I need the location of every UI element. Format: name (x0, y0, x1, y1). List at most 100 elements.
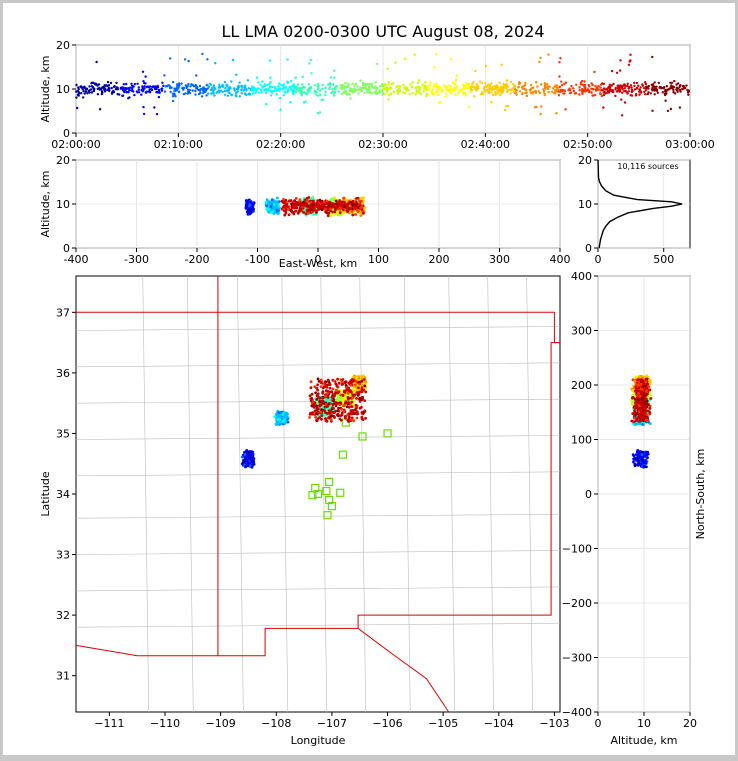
time-height-source-point (249, 93, 251, 95)
time-height-source-point (232, 59, 234, 61)
east-west-source-point (288, 213, 291, 216)
time-height-source-point (465, 82, 467, 84)
map-source-point (337, 407, 340, 410)
time-height-source-point (206, 58, 208, 60)
time-height-source-point (286, 81, 288, 83)
map-source-point (277, 411, 280, 414)
map-source-point (338, 382, 341, 385)
time-height-source-point (573, 90, 575, 92)
histogram-xtick-label: 0 (595, 253, 602, 266)
time-height-source-point (504, 109, 506, 111)
time-height-source-point (131, 89, 133, 91)
time-height-source-point (560, 81, 562, 83)
time-height-source-point (462, 88, 464, 90)
map-source-point (322, 387, 325, 390)
time-height-source-point (450, 58, 452, 60)
time-height-source-point (333, 77, 335, 79)
time-height-source-point (308, 62, 310, 64)
time-height-source-point (492, 94, 494, 96)
time-height-source-point (97, 93, 99, 95)
map-source-point (310, 380, 313, 383)
time-height-source-point (149, 88, 151, 90)
time-height-source-point (469, 91, 471, 93)
map-source-point (282, 416, 285, 419)
time-height-source-point (209, 83, 211, 85)
time-height-source-point (317, 83, 319, 85)
time-height-source-point (664, 93, 666, 95)
time-height-source-point (559, 86, 561, 88)
east-west-source-point (338, 201, 341, 204)
time-height-source-point (276, 93, 278, 95)
time-height-source-point (436, 83, 438, 85)
time-height-source-point (278, 82, 280, 84)
time-height-source-point (654, 81, 656, 83)
time-height-source-point (626, 92, 628, 94)
time-height-source-point (394, 62, 396, 64)
map-source-point (337, 409, 340, 412)
time-height-source-point (441, 89, 443, 91)
north-south-source-point (645, 453, 648, 456)
time-height-source-point (334, 88, 336, 90)
time-height-source-point (639, 86, 641, 88)
time-height-source-point (129, 87, 131, 89)
time-height-xtick-label: 02:00:00 (51, 138, 100, 151)
time-height-source-point (331, 88, 333, 90)
map-source-point (358, 377, 361, 380)
time-height-source-point (509, 89, 511, 91)
map-source-point (317, 407, 320, 410)
time-height-source-point (235, 94, 237, 96)
time-height-source-point (630, 86, 632, 88)
east-west-xtick-label: 100 (368, 253, 389, 266)
time-height-source-point (476, 83, 478, 85)
time-height-source-point (482, 93, 484, 95)
time-height-source-point (355, 83, 357, 85)
east-west-source-point (276, 197, 279, 200)
time-height-source-point (247, 79, 249, 81)
time-height-source-point (574, 92, 576, 94)
time-height-source-point (231, 94, 233, 96)
time-height-source-point (519, 90, 521, 92)
time-height-source-point (433, 66, 435, 68)
map-source-point (339, 414, 342, 417)
map-source-point (313, 385, 316, 388)
east-west-source-point (356, 202, 359, 205)
time-height-source-point (488, 88, 490, 90)
time-height-source-point (578, 86, 580, 88)
time-height-source-point (667, 110, 669, 112)
time-height-source-point (177, 86, 179, 88)
time-height-source-point (493, 88, 495, 90)
time-height-source-point (675, 83, 677, 85)
time-height-source-point (539, 57, 541, 59)
time-height-source-point (525, 92, 527, 94)
time-height-source-point (213, 94, 215, 96)
map-source-point (336, 384, 339, 387)
time-height-source-point (502, 88, 504, 90)
map-source-point (287, 421, 290, 424)
time-height-source-point (228, 92, 230, 94)
east-west-source-point (346, 210, 349, 213)
time-height-source-point (507, 105, 509, 107)
time-height-source-point (647, 87, 649, 89)
time-height-source-point (619, 59, 621, 61)
east-west-source-point (307, 200, 310, 203)
time-height-source-point (88, 85, 90, 87)
map-xtick-label: −107 (317, 717, 347, 730)
map-source-point (324, 417, 327, 420)
map-source-point (317, 392, 320, 395)
time-height-source-point (638, 94, 640, 96)
time-height-source-point (599, 86, 601, 88)
map-source-point (308, 416, 311, 419)
map-source-point (243, 460, 246, 463)
time-height-source-point (611, 70, 613, 72)
east-west-source-point (342, 197, 345, 200)
north-south-source-point (637, 453, 640, 456)
map-source-point (352, 409, 355, 412)
time-height-source-point (644, 93, 646, 95)
time-height-source-point (107, 89, 109, 91)
source-count-label: 10,116 sources (617, 162, 678, 171)
time-height-source-point (559, 57, 561, 59)
time-height-source-point (241, 92, 243, 94)
time-height-source-point (606, 88, 608, 90)
east-west-source-point (265, 204, 268, 207)
